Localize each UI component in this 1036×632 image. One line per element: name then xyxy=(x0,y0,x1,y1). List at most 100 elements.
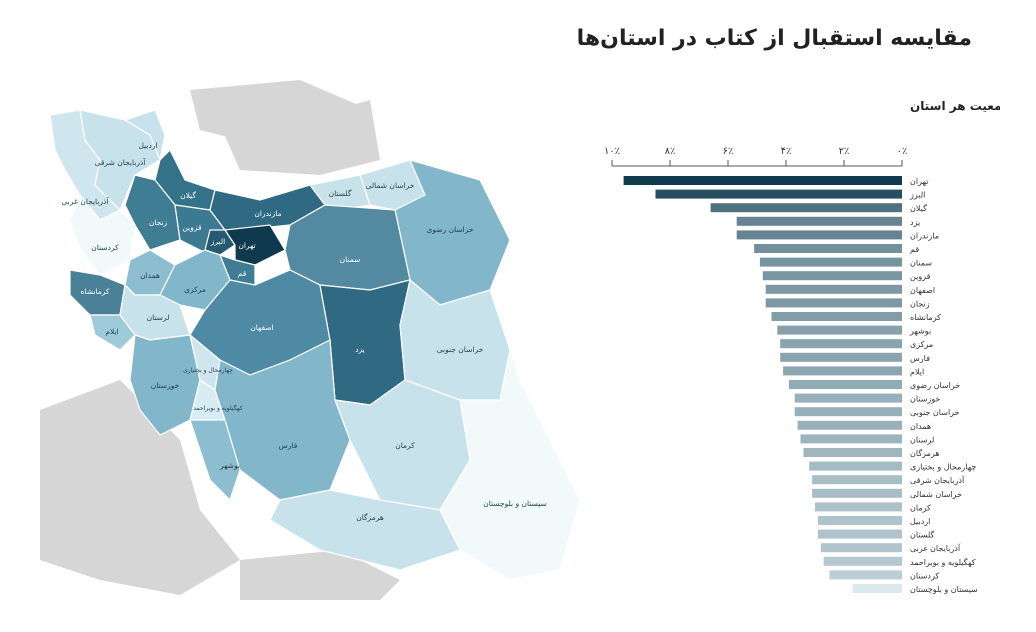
category-label: لرستان xyxy=(910,435,934,444)
province-qom[interactable] xyxy=(218,254,256,286)
bar xyxy=(736,216,902,226)
category-label: تهران xyxy=(910,177,928,186)
map-label-qazvin: قزوین xyxy=(182,223,202,232)
category-label: همدان xyxy=(910,422,931,431)
map-label-kohgiluyeh: کهگیلویه و بویراحمد xyxy=(193,404,242,412)
map-label-kermanshah: کرمانشاه xyxy=(80,287,109,296)
category-label: آذربایجان غربی xyxy=(910,543,961,553)
bar xyxy=(852,584,902,593)
bar xyxy=(812,475,902,485)
map-label-alborz: البرز xyxy=(210,237,225,246)
x-tick-label: ۶٪ xyxy=(723,146,734,157)
map-label-khorasan-shomali: خراسان شمالی xyxy=(366,181,415,190)
category-label: مرکزی xyxy=(910,340,933,349)
bar xyxy=(794,407,902,417)
bar xyxy=(736,230,902,240)
map-label-golestan: گلستان xyxy=(329,189,352,198)
bar xyxy=(809,461,902,471)
category-label: فارس xyxy=(910,354,930,363)
bar xyxy=(829,570,902,580)
bar xyxy=(765,298,902,308)
category-label: اصفهان xyxy=(910,286,935,295)
province-ardabil[interactable] xyxy=(123,109,166,163)
map-label-sistan: سیستان و بلوچستان xyxy=(483,499,547,508)
category-label: خراسان جنوبی xyxy=(910,408,960,417)
map-label-bushehr: بوشهر xyxy=(219,461,240,470)
category-labels: تهران البرز گیلان یزد مازندران قم سمنان قزوین اص… xyxy=(909,177,978,594)
map-label-ilam: ایلام xyxy=(105,327,118,336)
bar xyxy=(771,312,902,321)
bar xyxy=(762,271,902,281)
bar xyxy=(797,420,902,430)
category-label: چهارمحال و بختیاری xyxy=(910,463,976,472)
map-label-khorasan-razavi: خراسان رضوی xyxy=(426,225,473,234)
neighbor-land xyxy=(40,80,400,600)
category-label: قزوین xyxy=(910,272,931,281)
map-label-kerman: کرمان xyxy=(395,441,415,450)
map-label-ardabil: اردبیل xyxy=(138,141,157,150)
category-label: هرمزگان xyxy=(910,448,939,458)
bar xyxy=(794,393,902,403)
map-label-azarbayjan-gharbi: آذربایجان غربی xyxy=(62,196,110,206)
map-labels: تهران البرز گیلان مازندران گلستان خراسان… xyxy=(62,141,547,522)
category-label: کرمانشاه xyxy=(910,313,941,322)
map-label-hamedan: همدان xyxy=(140,271,160,280)
bar xyxy=(800,434,902,444)
x-tick-label: ۲٪ xyxy=(839,146,850,157)
category-label: اردبیل xyxy=(910,517,930,526)
bar xyxy=(820,543,902,553)
map-label-chaharmahal: چهارمحال و بختیاری xyxy=(183,367,233,374)
category-label: مازندران xyxy=(910,231,939,240)
iran-province-map: تهران البرز گیلان مازندران گلستان خراسان… xyxy=(40,80,581,600)
province-sistan[interactable] xyxy=(439,347,581,581)
map-label-qom: قم xyxy=(238,269,247,278)
province-zanjan[interactable] xyxy=(124,174,181,251)
category-label: قم xyxy=(910,245,919,254)
map-label-isfahan: اصفهان xyxy=(250,323,274,332)
bar xyxy=(817,529,902,539)
bar xyxy=(780,352,902,362)
category-label: کرمان xyxy=(910,503,931,512)
map-label-semnan: سمنان xyxy=(340,255,361,264)
bar xyxy=(777,325,902,335)
map-label-markazi: مرکزی xyxy=(184,285,206,294)
bar xyxy=(815,502,902,512)
bar xyxy=(823,556,902,566)
bar xyxy=(623,176,902,185)
category-label: خوزستان xyxy=(910,395,940,404)
map-label-gilan: گیلان xyxy=(180,191,196,200)
map-label-kurdistan: کردستان xyxy=(91,243,119,252)
category-label: البرز xyxy=(909,191,925,200)
category-label: گلستان xyxy=(910,530,935,540)
province-ilam[interactable] xyxy=(89,314,136,351)
category-label: سمنان xyxy=(910,259,932,268)
category-label: زنجان xyxy=(910,299,930,308)
map-label-azarbayjan-sharghi: آذربایجان شرقی xyxy=(95,157,147,167)
bar xyxy=(710,203,902,213)
map-label-tehran: تهران xyxy=(238,241,255,250)
bars xyxy=(623,176,902,593)
bar xyxy=(754,244,902,253)
bar xyxy=(765,284,902,294)
province-alborz[interactable] xyxy=(204,229,236,256)
axis-ticks: ۰٪ ۲٪ ۴٪ ۶٪ ۸٪ ۱۰٪ xyxy=(604,146,908,167)
page-title: مقایسه استقبال از کتاب در استان‌ها xyxy=(576,26,972,51)
map-label-fars: فارس xyxy=(279,441,298,450)
bar xyxy=(788,380,902,389)
category-label: گیلان xyxy=(910,203,927,213)
map-label-khorasan-jonubi: خراسان جنوبی xyxy=(437,345,484,354)
x-tick-label: ۸٪ xyxy=(665,146,676,157)
map-label-zanjan: زنجان xyxy=(149,218,168,227)
category-label: بوشهر xyxy=(909,327,931,336)
category-label: کردستان xyxy=(910,571,939,580)
bar xyxy=(783,366,902,376)
category-label: کهگیلویه و بویراحمد xyxy=(910,557,976,567)
category-label: ایلام xyxy=(910,367,924,376)
province-fars[interactable] xyxy=(214,339,351,501)
x-tick-label: ۰٪ xyxy=(897,146,908,157)
chart-title: نسبت تعداد خرید کتاب از دیجی‌کالا به جمع… xyxy=(910,99,1000,113)
map-label-mazandaran: مازندران xyxy=(254,209,281,218)
map-label-lorestan: لرستان xyxy=(147,313,170,322)
bar-chart: نسبت تعداد خرید کتاب از دیجی‌کالا به جمع… xyxy=(604,99,1000,594)
category-label: سیستان و بلوچستان xyxy=(910,585,978,594)
